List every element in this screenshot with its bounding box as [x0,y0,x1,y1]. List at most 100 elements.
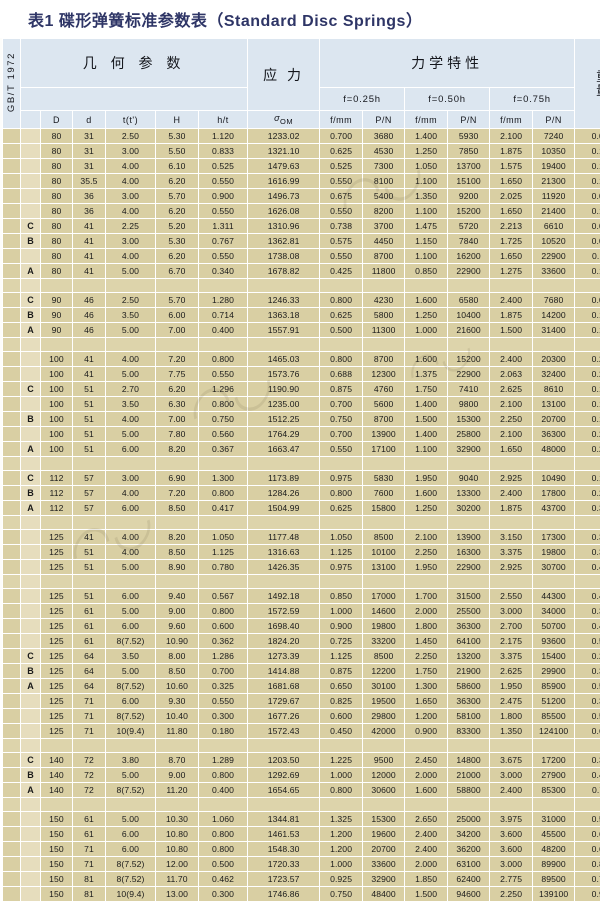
cell-f3: 2.400 [490,293,533,308]
cell-sigma: 1677.26 [248,709,320,724]
spacer-cell [73,798,106,812]
group-separator-row [3,739,600,753]
cell-f1: 0.425 [320,264,363,279]
header-p1: P/N [363,111,405,129]
cell-f3: 1.800 [490,709,533,724]
cell-d: 61 [73,812,106,827]
cell-p3: 51200 [533,694,575,709]
cell-f3: 3.375 [490,649,533,664]
cell-kg: 0.256 [575,367,600,382]
cell-d: 61 [73,827,106,842]
spacer-cell [490,516,533,530]
cell-H: 6.20 [156,382,199,397]
cell-p2: 13900 [448,530,490,545]
cell-series: C [21,753,41,768]
cell-f2: 1.100 [405,204,448,219]
cell-d: 64 [73,664,106,679]
cell-f3: 2.700 [490,619,533,634]
cell-t: 4.00 [106,352,156,367]
spacer-cell [490,739,533,753]
cell-f2: 1.250 [405,308,448,323]
standard-label-gutter [3,234,21,249]
cell-d: 51 [73,442,106,457]
cell-t: 4.00 [106,249,156,264]
cell-kg: 0.356 [575,664,600,679]
cell-p2: 9800 [448,397,490,412]
header-geometry-spacer [21,88,248,111]
spacer-cell [320,279,363,293]
cell-d: 31 [73,159,106,174]
cell-f3: 1.650 [490,174,533,189]
cell-series: A [21,323,41,338]
cell-D: 150 [41,842,73,857]
cell-H: 5.20 [156,219,199,234]
cell-f3: 1.875 [490,144,533,159]
cell-p3: 21400 [533,204,575,219]
cell-ht: 0.550 [199,249,248,264]
cell-p3: 85300 [533,783,575,798]
spacer-cell [448,575,490,589]
cell-series [21,144,41,159]
cell-p3: 17300 [533,530,575,545]
cell-D: 112 [41,471,73,486]
cell-p1: 14600 [363,604,405,619]
cell-p3: 33600 [533,264,575,279]
cell-f3: 1.650 [490,442,533,457]
standard-label-gutter [3,664,21,679]
cell-p2: 7840 [448,234,490,249]
cell-p3: 20300 [533,352,575,367]
cell-ht: 1.280 [199,293,248,308]
cell-sigma: 1548.30 [248,842,320,857]
cell-p2: 62400 [448,872,490,887]
cell-t: 3.00 [106,189,156,204]
spacer-cell [248,457,320,471]
cell-H: 6.00 [156,308,199,323]
cell-p3: 17200 [533,753,575,768]
